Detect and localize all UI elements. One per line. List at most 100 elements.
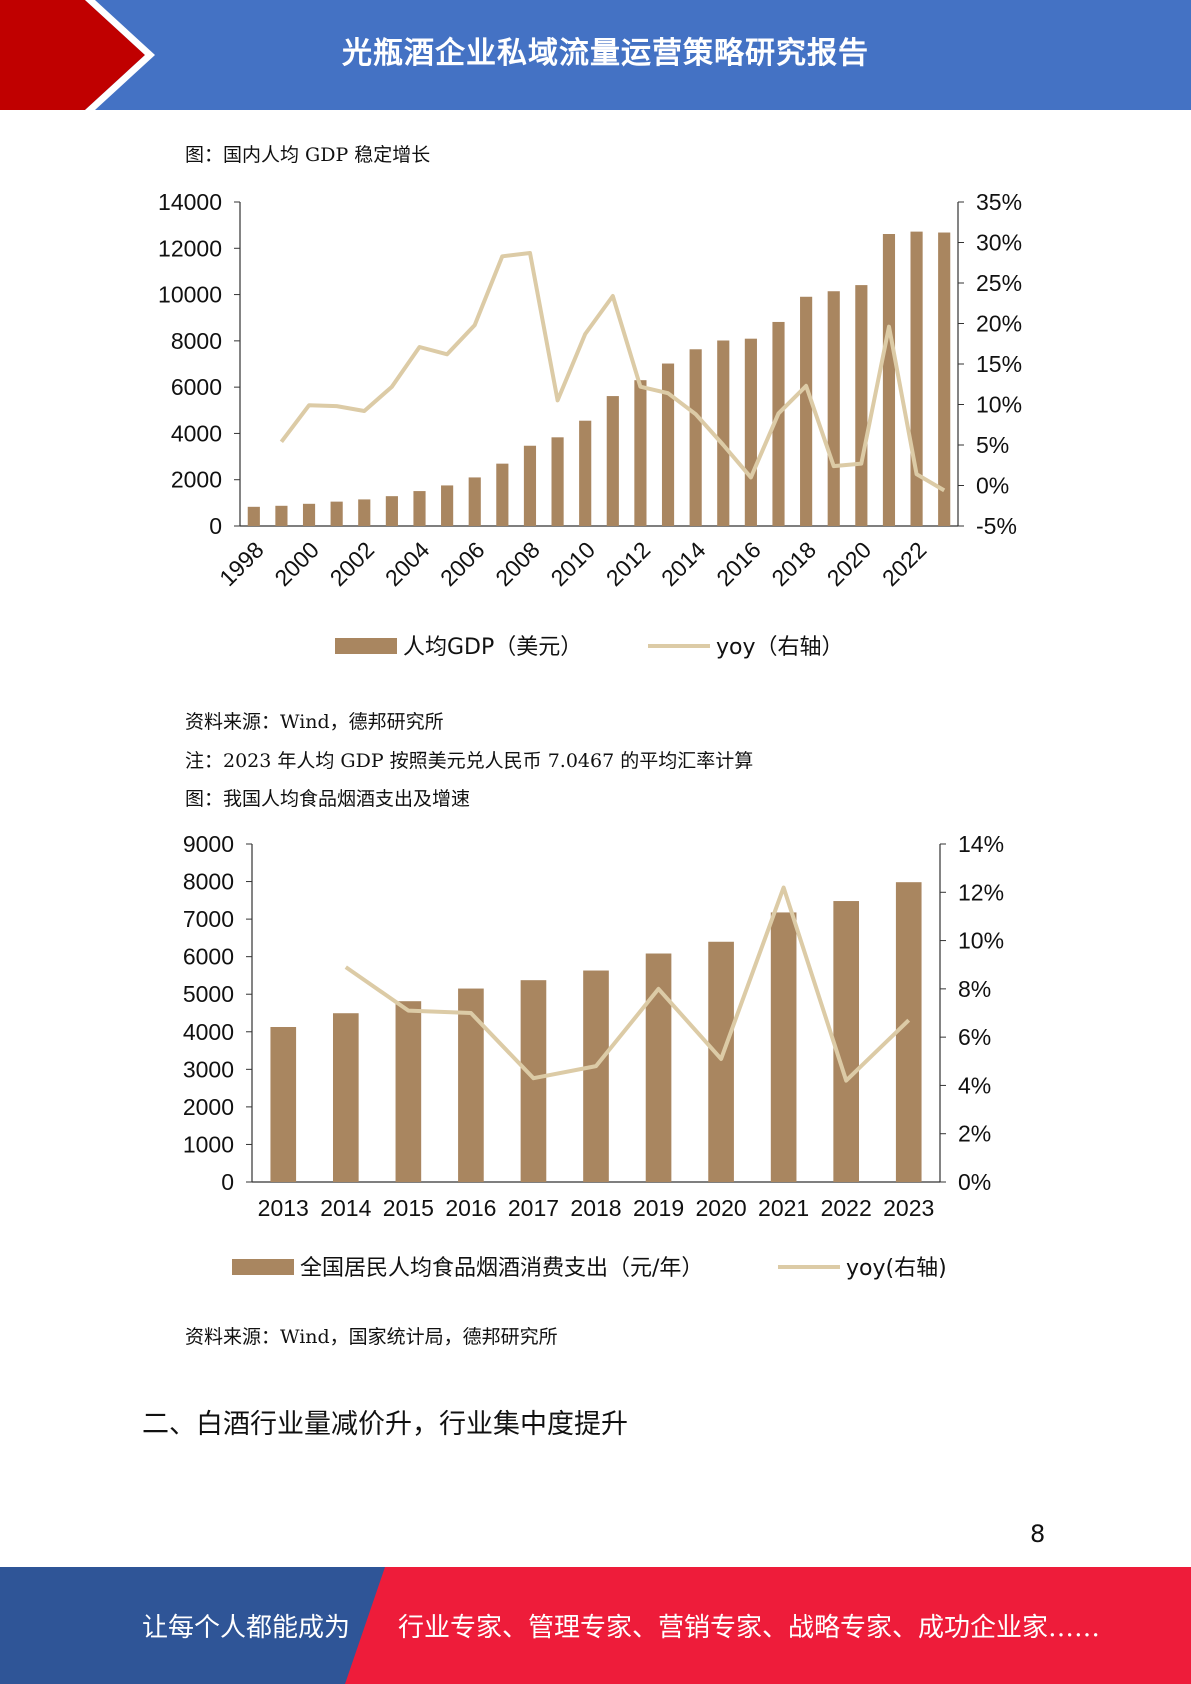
x-axis-tick-label: 2004	[380, 536, 435, 591]
left-axis-tick-label: 8000	[183, 869, 234, 895]
left-axis-tick-label: 4000	[183, 1019, 234, 1045]
x-axis-tick-label: 2018	[570, 1195, 621, 1221]
bar	[275, 505, 288, 526]
x-axis-tick-label: 2008	[490, 537, 545, 592]
yoy-line	[344, 885, 911, 1083]
x-axis-tick-label: 2020	[822, 537, 877, 592]
bar	[385, 496, 398, 526]
footer-blue-band	[0, 1567, 385, 1684]
right-axis-tick-label: 15%	[976, 351, 1022, 377]
left-axis-tick-label: 5000	[183, 981, 234, 1007]
legend-bar-label: 全国居民人均食品烟酒消费支出（元/年）	[300, 1256, 703, 1281]
bar	[520, 980, 547, 1182]
left-axis-tick-label: 8000	[171, 328, 222, 354]
bar	[800, 296, 813, 526]
yoy-line	[279, 251, 946, 493]
left-axis-tick-label: 0	[221, 1169, 234, 1195]
bar	[496, 463, 509, 526]
right-axis-tick-label: 8%	[958, 976, 991, 1002]
right-axis-tick-label: 0%	[976, 473, 1009, 499]
x-axis-tick-label: 2022	[821, 1195, 872, 1221]
food-spending-chart: 0 1000 2000 3000 4000 5000 6000 7000 8000 9000 0% 2…	[183, 831, 1004, 1281]
legend-bar-label: 人均GDP（美元）	[403, 635, 582, 660]
x-axis-tick-label: 2019	[633, 1195, 684, 1221]
figure1-source: 资料来源：Wind，德邦研究所	[185, 711, 444, 733]
x-axis-tick-label: 2017	[508, 1195, 559, 1221]
right-axis-tick-label: 14%	[958, 831, 1004, 857]
header-arrow-decoration	[0, 0, 155, 110]
right-axis-tick-label: 2%	[958, 1121, 991, 1147]
report-title: 光瓶酒企业私域流量运营策略研究报告	[342, 36, 869, 71]
right-axis-tick-label: 20%	[976, 311, 1022, 337]
right-axis-tick-label: 10%	[976, 392, 1022, 418]
figure2-caption: 图：我国人均食品烟酒支出及增速	[185, 788, 471, 810]
right-axis-tick-label: 25%	[976, 270, 1022, 296]
x-axis-tick-label: 2018	[766, 537, 821, 592]
bar	[270, 1027, 297, 1182]
bar	[579, 420, 592, 526]
section-heading: 二、白酒行业量减价升，行业集中度提升	[142, 1409, 628, 1440]
x-axis-tick-label: 1998	[214, 537, 269, 592]
bar	[330, 501, 343, 526]
bar	[855, 285, 868, 526]
bar	[395, 1001, 422, 1182]
legend-line-label: yoy(右轴)	[846, 1256, 947, 1281]
right-axis-tick-label: 35%	[976, 189, 1022, 215]
bar	[938, 232, 951, 526]
bar	[583, 970, 609, 1182]
x-axis-tick-label: 2016	[445, 1195, 496, 1221]
bar	[523, 445, 537, 526]
left-axis-tick-label: 10000	[158, 282, 222, 308]
figure2-source: 资料来源：Wind，国家统计局，德邦研究所	[185, 1326, 558, 1348]
left-axis-tick-label: 9000	[183, 831, 234, 857]
left-axis-tick-label: 7000	[183, 906, 234, 932]
bar	[708, 941, 734, 1182]
left-axis-tick-label: 1000	[183, 1131, 234, 1157]
bar	[895, 882, 922, 1182]
bar	[827, 291, 840, 526]
x-axis-tick-label: 2012	[601, 537, 656, 592]
x-axis-tick-label: 2016	[711, 537, 766, 592]
left-axis-tick-label: 2000	[183, 1094, 234, 1120]
x-axis-tick-label: 2021	[758, 1195, 809, 1221]
right-axis-tick-label: 10%	[958, 928, 1004, 954]
bar	[302, 503, 316, 526]
right-axis-tick-label: 4%	[958, 1072, 991, 1098]
bar	[661, 363, 675, 526]
bar	[717, 340, 730, 526]
x-axis-tick-label: 2020	[696, 1195, 747, 1221]
x-axis-tick-label: 2000	[269, 537, 324, 592]
legend-bar-swatch	[232, 1259, 294, 1275]
right-axis-tick-label: 12%	[958, 879, 1004, 905]
figure1-caption: 图：国内人均 GDP 稳定增长	[185, 144, 431, 166]
bar	[606, 396, 619, 526]
left-axis-tick-label: 2000	[171, 467, 222, 493]
bar	[413, 491, 426, 526]
right-axis-tick-label: -5%	[976, 513, 1017, 539]
bar	[458, 988, 484, 1182]
x-axis-tick-label: 2022	[877, 537, 932, 592]
x-axis-tick-label: 2006	[435, 537, 490, 592]
bar	[772, 321, 785, 526]
left-axis-tick-label: 4000	[171, 420, 222, 446]
figure1-note: 注：2023 年人均 GDP 按照美元兑人民币 7.0467 的平均汇率计算	[185, 750, 754, 772]
bar	[689, 349, 702, 526]
bar	[833, 901, 860, 1182]
page-footer: 让每个人都能成为 行业专家、管理专家、营销专家、战略专家、成功企业家……	[0, 1567, 1191, 1684]
bar	[770, 912, 797, 1182]
left-axis-tick-label: 12000	[158, 235, 222, 261]
x-axis-tick-label: 2023	[883, 1195, 934, 1221]
left-axis-tick-label: 3000	[183, 1056, 234, 1082]
bar	[358, 499, 371, 526]
page-number: 8	[1030, 1520, 1046, 1548]
bar	[551, 437, 564, 526]
x-axis-tick-label: 2015	[383, 1195, 434, 1221]
bar	[468, 477, 481, 526]
gdp-chart: 0 2000 4000 6000 8000 10000 12000 14000 -5% 0% 5% 1…	[158, 189, 1022, 660]
bar	[441, 485, 454, 526]
page-header: 光瓶酒企业私域流量运营策略研究报告	[0, 0, 1191, 110]
x-axis-tick-label: 2010	[546, 537, 601, 592]
bar	[882, 234, 896, 526]
footer-slogan-left: 让每个人都能成为	[142, 1613, 351, 1643]
bar	[634, 380, 647, 526]
